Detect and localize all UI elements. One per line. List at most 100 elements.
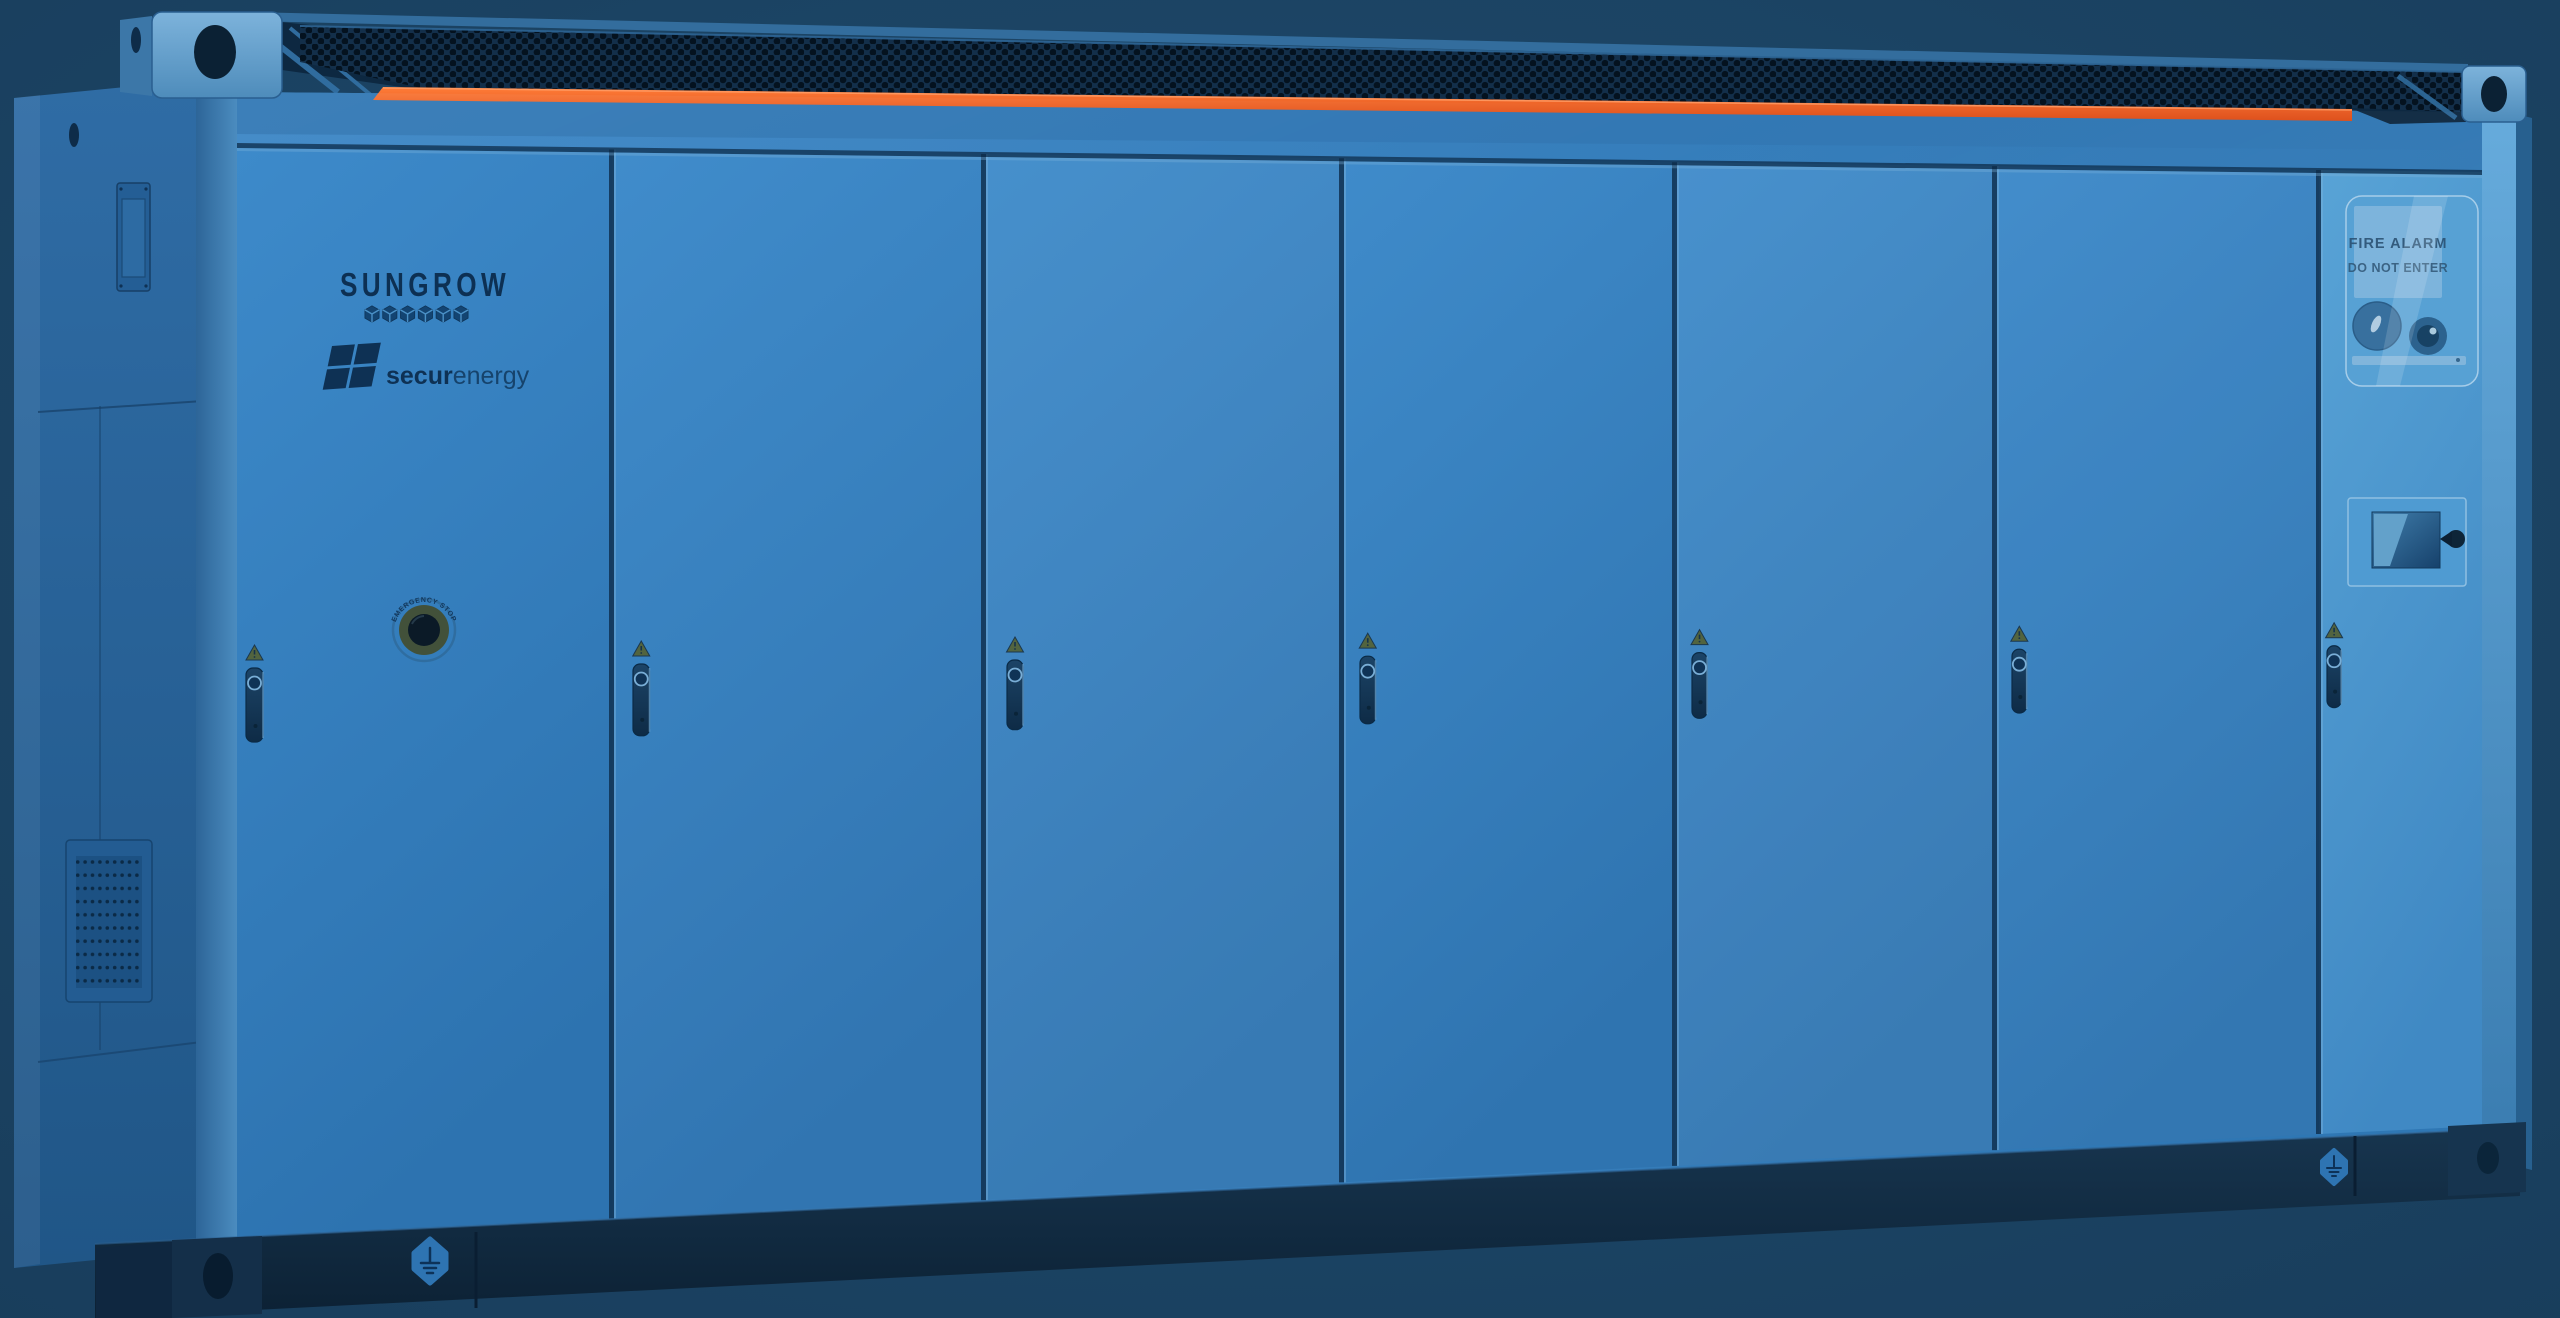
door-gap-highlight [1677, 162, 1679, 1166]
control-panel [2319, 170, 2482, 1135]
grounding-badge-left [411, 1236, 449, 1286]
door-gap-highlight [1997, 166, 1999, 1151]
solar-panel-icon [322, 342, 381, 390]
door-panel-4 [1675, 162, 1995, 1166]
door-panel-5-sheen [1995, 166, 2319, 1150]
side-seam-upper [37, 399, 219, 413]
lifting-hole [2481, 76, 2507, 112]
sungrow-logo-text: SUNGROW [340, 266, 510, 303]
right-front-post [2482, 110, 2516, 1166]
logo-cubes [364, 305, 469, 323]
door-panel-2-sheen [984, 153, 1342, 1201]
alarm-knob-large-slot [2370, 315, 2382, 333]
container-group: SUNGROW securenergy EMERGENCY STOP [14, 11, 2532, 1318]
handle-lock-ring [1692, 660, 1707, 676]
door-top-seam-highlight [237, 148, 2482, 178]
cube-icon [435, 305, 451, 323]
right-wedge-slash-icon [2396, 73, 2458, 121]
handle-lock-ring [1360, 663, 1376, 679]
handle-keyhole-dot [1366, 705, 1371, 710]
alarm-knob-small-core [2417, 325, 2439, 347]
estop-core [408, 614, 440, 646]
ground-symbol-icon [419, 1246, 441, 1275]
cube-edges [417, 309, 433, 323]
warning-exclamation-dot [2018, 637, 2021, 640]
rail-top-edge [94, 1127, 2521, 1245]
door-handle-7 [2324, 621, 2344, 709]
handle-lock-ring [633, 671, 649, 687]
handle-keyhole-dot [640, 717, 645, 722]
door-gap [1672, 162, 1677, 1166]
roof-vent-holes [300, 26, 2466, 114]
side-grille [76, 856, 142, 988]
side-access-plate-inner [121, 198, 146, 278]
screw-dot [144, 187, 148, 191]
warning-exclamation-dot [2333, 633, 2336, 636]
door-gap [2316, 170, 2321, 1135]
alarm-knob-small-dot [2429, 327, 2437, 335]
door-panel-2 [984, 153, 1342, 1201]
warning-exclamation-dot [1014, 648, 1016, 650]
handles-layer [245, 621, 2344, 743]
door-panel-1 [612, 149, 984, 1219]
estop-outer-ring [391, 597, 457, 663]
door-panel-5 [1995, 166, 2319, 1151]
front-left-post [196, 80, 237, 1252]
foot-oval-left [203, 1253, 233, 1299]
cube-icon [400, 305, 416, 323]
screw-dot [119, 284, 123, 288]
securenergy-bold: secur [386, 362, 453, 390]
logo-panel [237, 145, 612, 1237]
fire-alarm-window: FIRE ALARM DO NOT ENTER [2345, 195, 2479, 387]
stripe-highlight [382, 87, 2353, 111]
cube-edges [453, 309, 469, 323]
hmi-toggle-pointer [2440, 531, 2452, 547]
door-gap-highlight [2321, 170, 2323, 1135]
warning-exclamation-dot [1366, 644, 1369, 647]
door-panel-3 [1342, 158, 1675, 1183]
emergency-stop-button: EMERGENCY STOP [391, 597, 457, 663]
side-seam-lower [37, 1039, 219, 1063]
cube-icon [417, 305, 433, 323]
cube-edges [435, 309, 451, 323]
door-panel-1-sheen [612, 150, 984, 1219]
fire-window-strip-dot [2456, 358, 2460, 362]
doors-layer [237, 145, 2482, 1237]
roof-vent-top-edge [299, 25, 2467, 73]
hmi-screen-glare [2374, 514, 2408, 566]
warning-exclamation-dot [253, 656, 256, 658]
door-handle-5 [1690, 628, 1709, 719]
handle-lock-ring [2326, 653, 2342, 669]
handle-lock-ring [2011, 656, 2027, 672]
roof-edge [250, 12, 2468, 73]
handle-keyhole-dot [2018, 695, 2023, 700]
door-handle-6 [2009, 625, 2029, 714]
ground-symbol-icon [2326, 1155, 2342, 1177]
estop-core-highlight [411, 615, 425, 625]
glass-reflection [2376, 196, 2448, 386]
door-handle-4 [1358, 632, 1378, 725]
side-oval-vent [69, 123, 79, 147]
oval-bottom-right [2477, 1142, 2499, 1174]
fire-alarm-line2: DO NOT ENTER [2348, 261, 2448, 275]
door-handle-3 [1005, 636, 1025, 731]
cube-edges [364, 309, 380, 323]
door-top-seam [237, 143, 2482, 175]
door-gap-highlight [1344, 158, 1346, 1183]
door-gap [1339, 158, 1344, 1183]
door-panel-3-sheen [1342, 158, 1675, 1182]
securenergy-light: energy [453, 362, 530, 390]
door-gap-highlight [986, 153, 988, 1201]
side-lifting-hole [131, 27, 141, 53]
corner-foot-far-left [96, 1242, 172, 1318]
cube-icon [453, 305, 469, 323]
handle-keyhole-dot [1698, 700, 1703, 705]
door-gap [609, 149, 614, 1219]
door-gap [981, 153, 986, 1201]
corner-casting-top-right [2461, 65, 2527, 123]
base-rail [95, 1128, 2520, 1318]
handle-keyhole-dot [253, 724, 258, 728]
fire-alarm-line1: FIRE ALARM [2349, 236, 2448, 252]
